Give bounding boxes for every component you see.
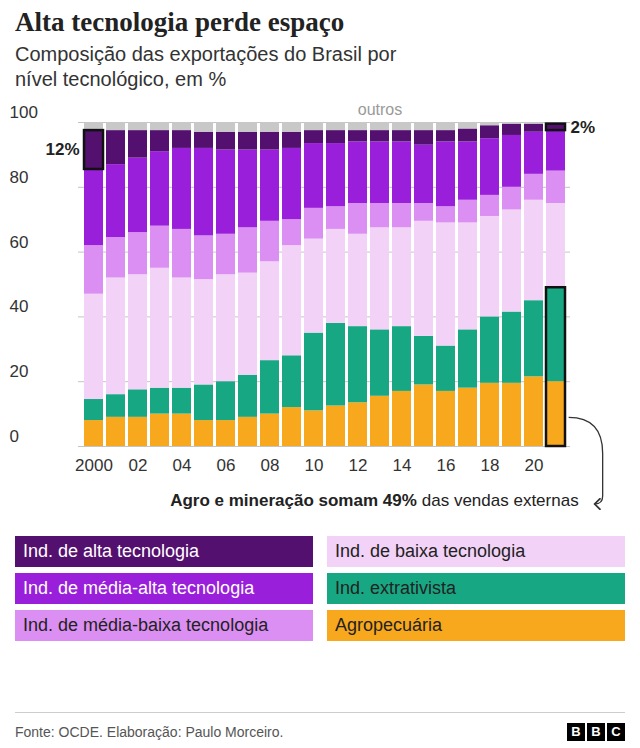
html-text:B: B <box>591 724 601 739</box>
html-text:C: C <box>611 724 621 739</box>
svg-text:0: 0 <box>10 427 19 446</box>
svg-text:08: 08 <box>261 456 280 475</box>
html-text:Ind. de média-baixa tecnologia: Ind. de média-baixa tecnologia <box>23 615 269 635</box>
svg-text:18: 18 <box>481 456 500 475</box>
svg-text:20: 20 <box>10 362 29 381</box>
svg-text:12%: 12% <box>46 140 80 159</box>
svg-text:20: 20 <box>525 456 544 475</box>
svg-text:10: 10 <box>305 456 324 475</box>
html-text:Alta tecnologia perde espaço: Alta tecnologia perde espaço <box>15 7 345 37</box>
html-text:Composição das exportações do: Composição das exportações do Brasil por… <box>15 43 397 90</box>
html-text:Ind. de média-alta tecnologia: Ind. de média-alta tecnologia <box>23 578 255 598</box>
svg-text:2%: 2% <box>570 118 595 137</box>
html-text:B: B <box>571 724 581 739</box>
svg-text:100: 100 <box>10 103 38 122</box>
svg-text:14: 14 <box>393 456 412 475</box>
html-text:Fonte: OCDE. Elaboração: Paulo: Fonte: OCDE. Elaboração: Paulo Morceiro. <box>15 724 284 740</box>
svg-text:04: 04 <box>173 456 192 475</box>
svg-text:12: 12 <box>349 456 368 475</box>
svg-text:06: 06 <box>217 456 236 475</box>
html-text:Ind. extrativista: Ind. extrativista <box>335 578 457 598</box>
html-text:Ind. de baixa tecnologia: Ind. de baixa tecnologia <box>335 541 526 561</box>
svg-text:2000: 2000 <box>75 456 113 475</box>
html-text:Ind. de alta tecnologia: Ind. de alta tecnologia <box>23 541 200 561</box>
svg-text:Agro e mineração somam 49%das: Agro e mineração somam 49%das vendas ext… <box>170 491 579 510</box>
svg-text:80: 80 <box>10 168 29 187</box>
svg-text:60: 60 <box>10 233 29 252</box>
svg-text:16: 16 <box>437 456 456 475</box>
svg-text:40: 40 <box>10 297 29 316</box>
svg-text:02: 02 <box>129 456 148 475</box>
html-text:Agropecuária: Agropecuária <box>335 615 443 635</box>
svg-text:outros: outros <box>358 101 402 118</box>
